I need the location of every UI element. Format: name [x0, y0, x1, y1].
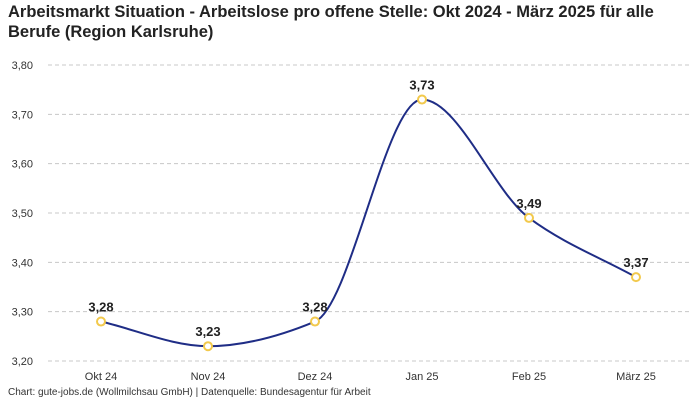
data-label: 3,37: [623, 255, 648, 270]
data-label: 3,28: [88, 300, 113, 315]
chart-title: Arbeitsmarkt Situation - Arbeitslose pro…: [8, 3, 654, 41]
y-tick-label: 3,50: [12, 208, 33, 220]
y-axis-ticks: 3,20 3,30 3,40 3,50 3,60 3,70 3,80: [12, 60, 33, 368]
x-tick-label: März 25: [616, 371, 656, 383]
y-tick-label: 3,60: [12, 159, 33, 171]
x-tick-label: Nov 24: [191, 371, 226, 383]
data-point-marker: [417, 94, 427, 105]
y-tick-label: 3,40: [12, 257, 33, 269]
y-tick-label: 3,80: [12, 60, 33, 72]
gridlines: [48, 64, 690, 362]
y-tick-label: 3,20: [12, 356, 33, 368]
data-label: 3,28: [302, 300, 327, 315]
data-point-marker: [310, 316, 320, 327]
x-tick-label: Dez 24: [298, 371, 333, 383]
series-line: [100, 98, 637, 348]
y-tick-label: 3,30: [12, 307, 33, 319]
data-point-marker: [631, 272, 641, 283]
x-tick-label: Okt 24: [85, 371, 117, 383]
chart-source-footer: Chart: gute-jobs.de (Wollmilchsau GmbH) …: [8, 387, 371, 398]
data-point-marker: [203, 341, 213, 352]
data-label: 3,73: [409, 78, 434, 93]
data-markers: [96, 94, 641, 352]
data-label: 3,49: [516, 196, 541, 211]
x-tick-label: Feb 25: [512, 371, 546, 383]
data-point-marker: [96, 316, 106, 327]
data-labels: 3,28 3,23 3,28 3,73 3,49 3,37: [88, 78, 648, 340]
x-axis-ticks: Okt 24 Nov 24 Dez 24 Jan 25 Feb 25 März 25: [85, 371, 656, 383]
data-label: 3,23: [195, 324, 220, 339]
x-tick-label: Jan 25: [405, 371, 438, 383]
y-tick-label: 3,70: [12, 109, 33, 121]
data-point-marker: [524, 212, 534, 223]
